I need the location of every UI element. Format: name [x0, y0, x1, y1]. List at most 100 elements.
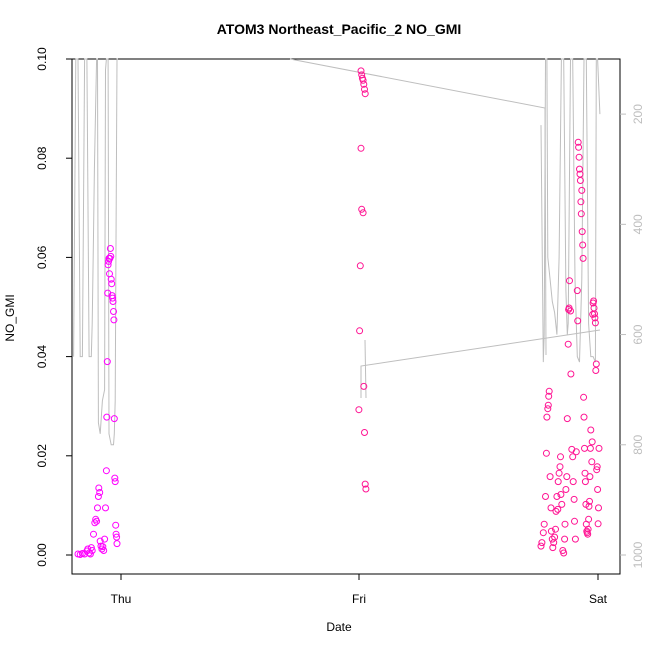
data-point	[100, 547, 108, 554]
data-point	[112, 530, 120, 538]
data-point	[545, 387, 553, 395]
data-point	[360, 80, 368, 88]
data-point	[95, 484, 103, 492]
data-point	[563, 415, 571, 423]
data-point	[542, 493, 549, 500]
data-point	[578, 228, 586, 236]
data-point	[571, 535, 579, 543]
data-point	[107, 252, 115, 260]
data-point	[542, 449, 550, 457]
data-point	[99, 543, 107, 551]
data-point	[102, 467, 110, 475]
data-point	[556, 463, 564, 471]
data-point	[567, 307, 574, 315]
data-point	[588, 458, 596, 466]
data-point	[577, 198, 585, 206]
data-point	[564, 340, 572, 348]
data-point	[553, 493, 561, 500]
data-point	[96, 537, 104, 545]
data-point	[361, 480, 369, 488]
data-point	[543, 413, 551, 421]
data-point	[557, 491, 565, 498]
data-point	[552, 525, 559, 533]
data-point	[575, 153, 583, 161]
data-point	[545, 392, 553, 400]
data-point	[110, 415, 118, 423]
data-point	[569, 478, 577, 486]
data-point	[109, 298, 117, 305]
data-point	[593, 463, 601, 471]
x-tick-label: Thu	[111, 592, 132, 606]
data-point	[108, 280, 116, 288]
data-point	[109, 294, 117, 302]
data-point	[561, 520, 569, 528]
x-tick-label: Sat	[589, 592, 608, 606]
data-point	[538, 539, 546, 547]
secondary-line-diagonal	[289, 58, 547, 356]
data-point	[563, 473, 571, 481]
data-point	[571, 517, 578, 525]
data-point	[580, 413, 588, 421]
y-tick-label: 0.00	[35, 543, 49, 567]
data-point	[585, 502, 593, 510]
data-point	[362, 485, 370, 493]
data-point	[587, 426, 595, 434]
data-point	[103, 358, 111, 366]
y-tick-label: 0.08	[35, 146, 49, 170]
y-axis: 0.00 0.02 0.04 0.06 0.08 0.10	[35, 47, 72, 567]
data-point	[359, 76, 367, 84]
data-point	[547, 504, 555, 512]
data-point	[591, 314, 599, 322]
data-point	[113, 533, 121, 541]
data-point	[579, 254, 587, 262]
y-axis-label: NO_GMI	[3, 294, 17, 341]
data-point	[549, 544, 557, 552]
data-point	[94, 493, 102, 500]
data-point	[111, 474, 119, 482]
data-point	[584, 525, 592, 533]
data-point	[557, 453, 564, 461]
data-point	[91, 519, 99, 527]
data-point	[361, 85, 368, 93]
data-point	[562, 486, 570, 493]
y-right-tick-label: 400	[631, 214, 645, 234]
secondary-trace	[73, 58, 601, 446]
data-point	[566, 277, 573, 285]
data-point	[552, 507, 560, 515]
data-point	[356, 327, 364, 335]
data-point	[106, 245, 114, 252]
plot-frame	[71, 58, 621, 575]
y-right-tick-label: 200	[631, 104, 645, 124]
data-point	[357, 144, 365, 152]
data-point	[554, 478, 562, 486]
y-right-tick-label: 800	[631, 434, 645, 454]
data-point	[88, 547, 96, 554]
data-point	[361, 90, 369, 98]
data-point	[360, 382, 368, 390]
data-point	[578, 186, 586, 194]
data-point	[577, 210, 585, 218]
data-point	[590, 297, 598, 305]
data-point	[110, 316, 118, 324]
data-point	[356, 262, 364, 270]
data-point	[560, 549, 568, 557]
data-point	[113, 540, 121, 548]
data-point	[592, 360, 600, 368]
y-right-tick-label: 1000	[631, 541, 645, 568]
x-axis: Thu Fri Sat	[111, 574, 608, 606]
data-point	[573, 287, 581, 295]
data-point	[104, 261, 112, 269]
data-point	[548, 535, 556, 543]
data-point	[555, 469, 563, 477]
y-tick-label: 0.06	[35, 245, 49, 269]
y-tick-label: 0.04	[35, 345, 49, 369]
data-point	[585, 515, 593, 523]
data-point	[355, 406, 363, 414]
data-points	[74, 67, 603, 558]
data-point	[96, 489, 104, 496]
y-right-axis: 200 400 600 800 1000	[620, 104, 645, 568]
secondary-line-mid	[360, 329, 601, 398]
data-point	[110, 308, 117, 315]
x-tick-label: Fri	[352, 592, 366, 606]
